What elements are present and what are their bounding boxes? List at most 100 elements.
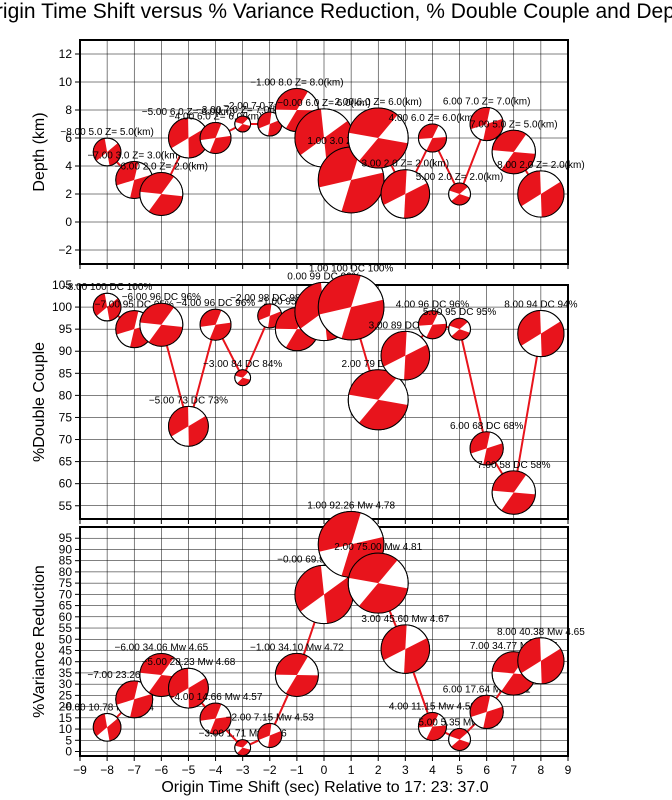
beachball-border xyxy=(139,171,184,217)
beachball-compression-quadrant xyxy=(381,169,407,206)
y-tick-label: 95 xyxy=(59,322,73,336)
data-label: −4.00 14.66 Mw 4.57 xyxy=(169,692,263,703)
beachball-mark xyxy=(380,624,431,674)
beachball-compression-quadrant xyxy=(404,638,430,674)
y-tick-label: 100 xyxy=(52,300,72,314)
beachball-mark xyxy=(92,292,122,322)
y-tick-label: −2 xyxy=(58,243,72,257)
beachball-compression-quadrant xyxy=(115,161,139,186)
beachball-compression-quadrant xyxy=(107,143,121,166)
beachball-compression-quadrant xyxy=(93,138,108,161)
y-tick-label: 0 xyxy=(65,745,72,759)
x-tick-label: 7 xyxy=(510,763,517,777)
beachball-compression-quadrant xyxy=(483,443,504,465)
data-label: −6.00 34.06 Mw 4.65 xyxy=(114,643,208,654)
data-label: −3.00 1.71 Mw 4.46 xyxy=(199,729,288,740)
beachball-compression-quadrant xyxy=(93,713,108,737)
beachball-border xyxy=(139,302,184,347)
beachball-mark xyxy=(234,115,252,133)
y-tick-label: 80 xyxy=(59,565,73,579)
y-tick-label: 60 xyxy=(59,477,73,491)
beachball-compression-quadrant xyxy=(168,668,189,699)
x-tick-label: 8 xyxy=(538,763,545,777)
y-tick-label: 90 xyxy=(59,344,73,358)
data-label: −7.00 95 DC 95% xyxy=(95,300,174,311)
beachball-compression-quadrant xyxy=(358,399,408,430)
beachball-compression-quadrant xyxy=(404,344,430,380)
data-label: −1.00 8.0 Z= 8.0(km) xyxy=(250,77,343,88)
beachball-border xyxy=(469,694,504,730)
beachball-border xyxy=(380,169,431,219)
data-label: 2.00 6.0 Z= 6.0(km) xyxy=(334,97,422,108)
beachball-mark xyxy=(448,317,471,341)
beachball-compression-quadrant xyxy=(107,718,121,741)
beachball-compression-quadrant xyxy=(107,298,121,321)
beachball-border xyxy=(234,369,252,387)
data-label: 4.00 11.15 Mw 4.59 xyxy=(389,701,477,712)
data-label: −4.00 96 DC 96% xyxy=(176,298,255,309)
y-tick-label: 20 xyxy=(59,700,73,714)
beachball-compression-quadrant xyxy=(188,416,209,447)
beachball-mark xyxy=(294,564,354,625)
beachball-compression-quadrant xyxy=(237,747,251,756)
beachball-compression-quadrant xyxy=(470,107,491,130)
y-tick-label: 4 xyxy=(65,159,72,173)
data-label: −7.00 3.0 Z= 3.0(km) xyxy=(88,151,181,162)
y-axis-label: %Variance Reduction xyxy=(31,565,48,718)
x-tick-label: 5 xyxy=(456,763,463,777)
beachball-border xyxy=(234,739,252,757)
beachball-mark xyxy=(139,171,184,217)
beachball-compression-quadrant xyxy=(168,406,189,437)
data-label: 6.00 7.0 Z= 7.0(km) xyxy=(443,96,531,107)
beachball-compression-quadrant xyxy=(348,108,398,138)
data-label: 2.00 75.00 Mw 4.81 xyxy=(334,542,422,553)
beachball-compression-quadrant xyxy=(235,116,249,124)
beachball-compression-quadrant xyxy=(237,377,251,386)
beachball-mark xyxy=(517,637,565,685)
beachball-border xyxy=(469,106,504,142)
beachball-compression-quadrant xyxy=(449,183,468,194)
data-label: −5.00 28.23 Mw 4.68 xyxy=(142,657,236,668)
beachball-compression-quadrant xyxy=(451,194,470,205)
x-tick-label: −4 xyxy=(209,763,223,777)
beachball-compression-quadrant xyxy=(318,147,361,188)
y-axis-label: %Double Couple xyxy=(31,342,48,462)
y-tick-label: 35 xyxy=(59,666,73,680)
beachball-mark xyxy=(448,728,471,751)
data-label: 3.00 89 DC 89% xyxy=(369,320,442,331)
beachball-mark xyxy=(491,129,536,175)
beachball-compression-quadrant xyxy=(381,624,407,661)
data-label: −3.00 84 DC 84% xyxy=(203,359,282,370)
beachball-border xyxy=(448,317,471,341)
beachball-compression-quadrant xyxy=(148,324,183,347)
y-tick-label: 55 xyxy=(59,499,73,513)
beachball-compression-quadrant xyxy=(168,118,189,149)
beachball-border xyxy=(517,637,565,685)
beachball-compression-quadrant xyxy=(294,109,324,156)
data-label: −5.00 6.0 Z= 6.0(km) xyxy=(142,107,235,118)
data-label: −0.00 6.0 Z= 6.0(km) xyxy=(277,98,370,109)
beachball-border xyxy=(469,431,504,466)
beachball-compression-quadrant xyxy=(148,194,183,216)
beachball-border xyxy=(448,728,471,751)
beachball-mark xyxy=(92,137,122,167)
beachball-compression-quadrant xyxy=(470,431,491,454)
beachball-compression-quadrant xyxy=(470,695,491,718)
data-label: 6.00 17.64 Mw 4.71 xyxy=(443,684,531,695)
y-tick-label: 6 xyxy=(65,131,72,145)
y-tick-label: 80 xyxy=(59,388,73,402)
beachball-border xyxy=(234,115,252,133)
beachball-compression-quadrant xyxy=(275,88,308,110)
beachball-mark xyxy=(168,667,209,709)
beachball-compression-quadrant xyxy=(517,637,541,674)
data-label: −7.00 23.26 Mw 4.60 xyxy=(87,670,181,681)
x-tick-label: −8 xyxy=(100,763,114,777)
beachball-border xyxy=(168,667,209,709)
beachball-mark xyxy=(317,273,385,341)
data-label: 7.00 58 DC 58% xyxy=(477,460,550,471)
beachball-compression-quadrant xyxy=(318,274,361,315)
beachball-compression-quadrant xyxy=(235,369,249,378)
beachball-border xyxy=(347,107,409,169)
